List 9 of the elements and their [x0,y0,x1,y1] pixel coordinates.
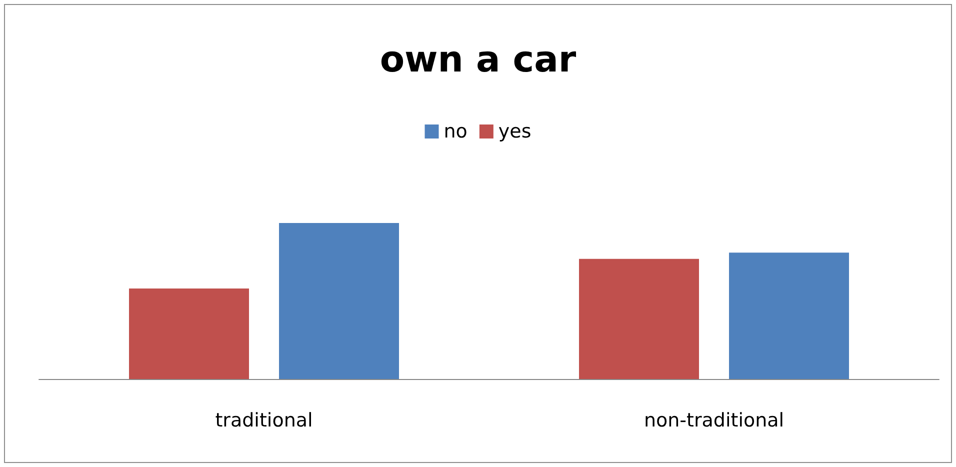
x-tick-label: traditional [215,410,313,432]
legend-label: yes [498,120,532,142]
bar [579,258,699,379]
bar [279,223,399,379]
x-tick-label: non-traditional [644,410,784,432]
chart-title: own a car [380,40,576,80]
bar [129,288,249,379]
legend-label: no [444,120,468,142]
bar [729,252,849,379]
